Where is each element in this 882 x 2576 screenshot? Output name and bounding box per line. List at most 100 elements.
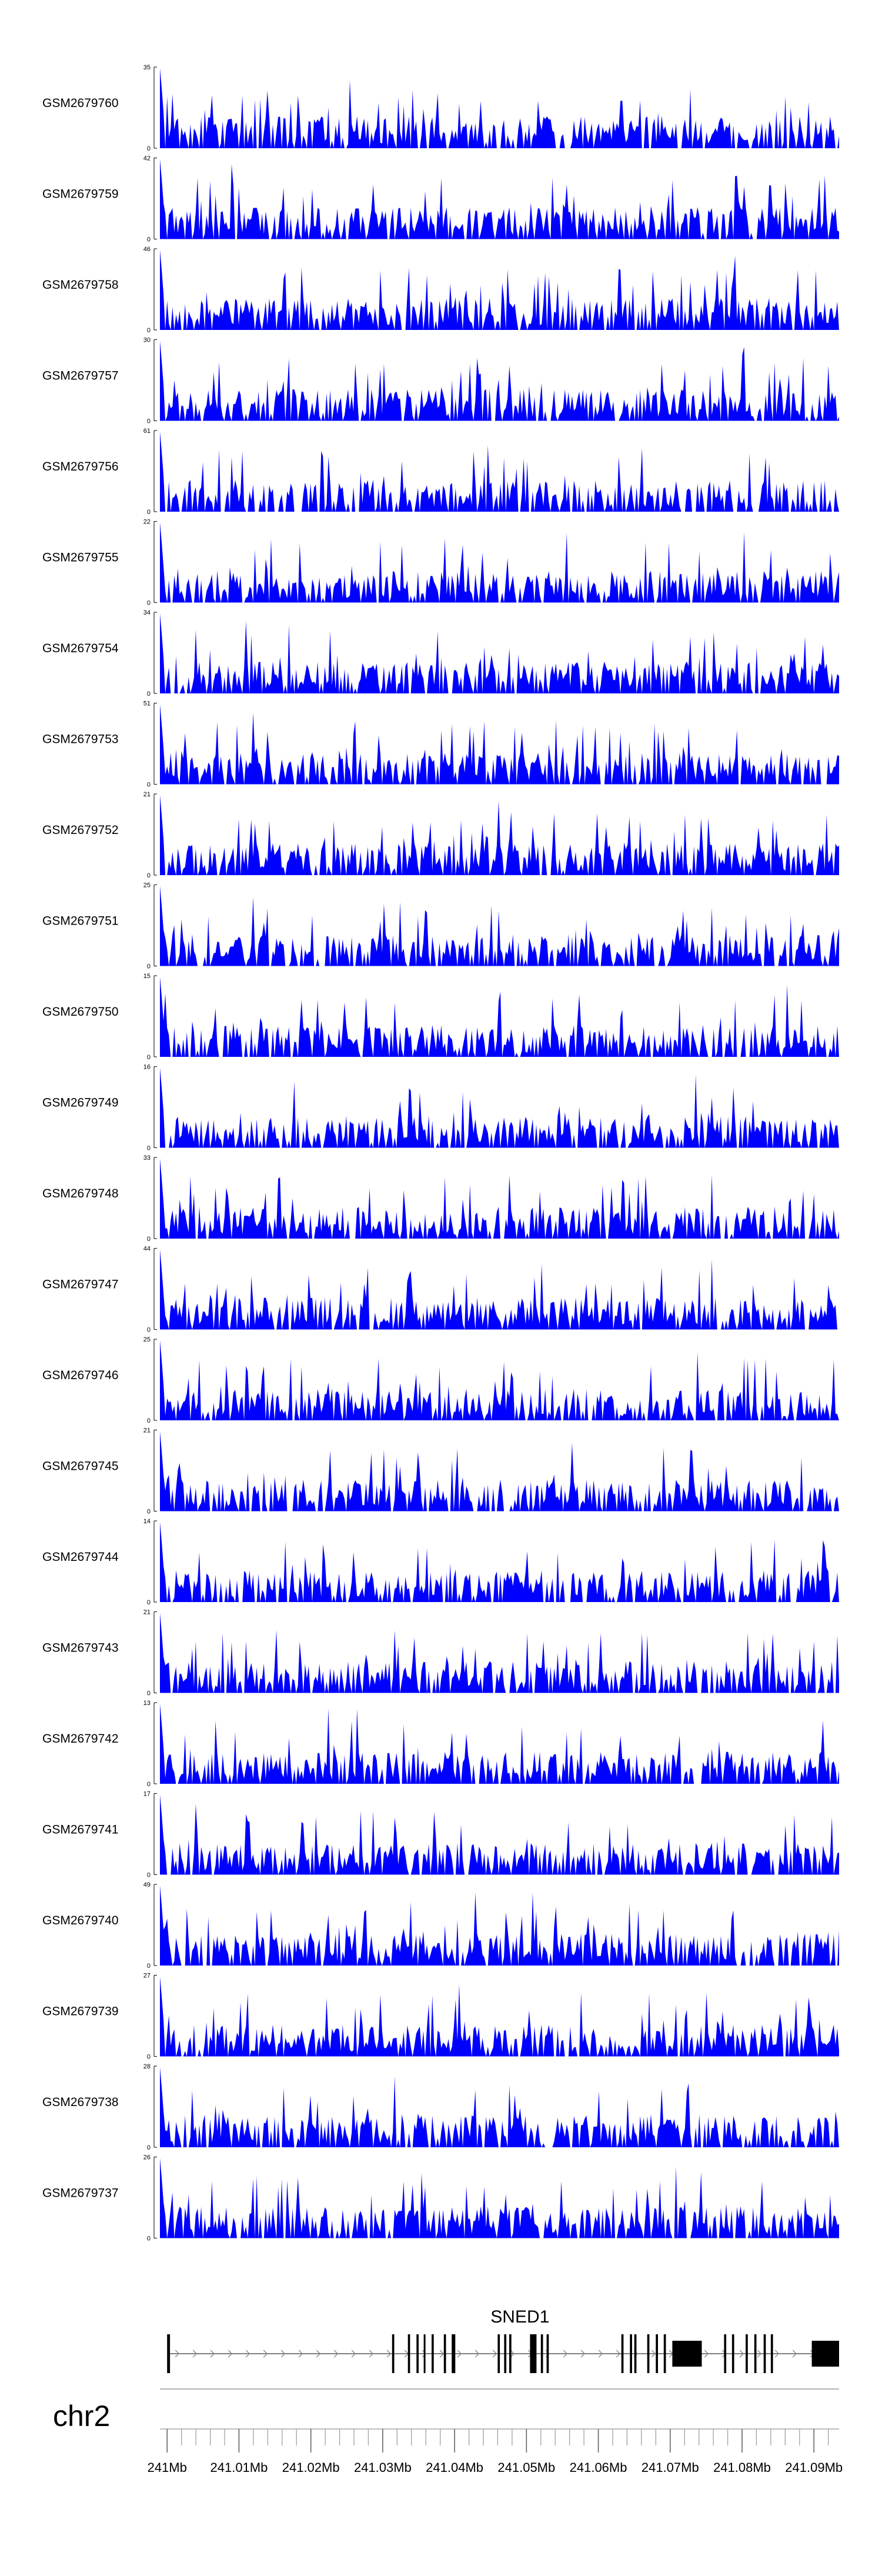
coverage-area: [160, 522, 839, 603]
coverage-area: [160, 1431, 839, 1511]
track-label: GSM2679757: [42, 369, 119, 383]
y-max-label: 35: [143, 64, 151, 71]
coverage-track: GSM2679753 51 0: [42, 700, 839, 789]
y-min-label: 0: [147, 327, 151, 334]
coverage-track: GSM2679750 15 0: [42, 973, 839, 1061]
exon: [634, 2334, 637, 2373]
y-min-label: 0: [147, 1781, 151, 1788]
track-label: GSM2679745: [42, 1460, 119, 1473]
y-max-label: 26: [143, 2154, 151, 2161]
strand-chevron: [386, 2350, 392, 2358]
coverage-track: GSM2679744 14 0: [42, 1518, 839, 1606]
strand-chevron: [228, 2350, 233, 2358]
exon: [392, 2334, 395, 2373]
coverage-area: [160, 613, 839, 693]
y-min-label: 0: [147, 2144, 151, 2151]
exon: [407, 2334, 410, 2373]
y-min-label: 0: [147, 236, 151, 243]
strand-chevron: [792, 2350, 797, 2358]
strand-chevron: [704, 2350, 709, 2358]
strand-chevron: [175, 2350, 180, 2358]
y-min-label: 0: [147, 1963, 151, 1970]
track-label: GSM2679751: [42, 915, 119, 928]
track-label: GSM2679738: [42, 2095, 119, 2109]
y-max-label: 27: [143, 1973, 151, 1980]
exon: [647, 2334, 650, 2373]
coverage-track: GSM2679755 22 0: [42, 519, 839, 607]
exon: [621, 2334, 624, 2373]
y-max-label: 42: [143, 155, 151, 162]
exon: [546, 2334, 549, 2373]
strand-chevron: [598, 2350, 603, 2358]
coverage-track: GSM2679748 33 0: [42, 1154, 839, 1243]
y-min-label: 0: [147, 1327, 151, 1334]
track-label: GSM2679737: [42, 2187, 119, 2200]
coverage-area: [160, 704, 839, 785]
coverage-track: GSM2679745 21 0: [42, 1427, 839, 1516]
y-min-label: 0: [147, 1236, 151, 1243]
y-min-label: 0: [147, 782, 151, 789]
coverage-track: GSM2679741 17 0: [42, 1791, 839, 1879]
track-label: GSM2679750: [42, 1005, 119, 1019]
y-max-label: 17: [143, 1791, 151, 1798]
coverage-area: [160, 1886, 839, 1966]
exon: [540, 2334, 543, 2373]
y-max-label: 49: [143, 1881, 151, 1888]
exon: [423, 2334, 426, 2373]
track-label: GSM2679744: [42, 1550, 119, 1564]
coverage-area: [160, 1794, 839, 1875]
y-min-label: 0: [147, 1054, 151, 1061]
track-label: GSM2679748: [42, 1187, 119, 1200]
coverage-area: [160, 1704, 839, 1784]
coverage-area: [160, 886, 839, 966]
y-max-label: 13: [143, 1700, 151, 1707]
track-label: GSM2679743: [42, 1641, 119, 1655]
coverage-area: [160, 159, 839, 239]
x-tick-label: 241Mb: [148, 2460, 187, 2475]
exon: [754, 2334, 757, 2373]
coverage-track: GSM2679742 13 0: [42, 1700, 839, 1788]
coverage-area: [160, 1249, 839, 1330]
y-max-label: 61: [143, 428, 151, 435]
exon: [504, 2334, 507, 2373]
exon: [770, 2334, 773, 2373]
coverage-track: GSM2679739 27 0: [42, 1973, 839, 2061]
strand-chevron: [492, 2350, 497, 2358]
y-max-label: 21: [143, 1427, 151, 1434]
y-max-label: 25: [143, 882, 151, 889]
strand-chevron: [192, 2350, 198, 2358]
y-min-label: 0: [147, 963, 151, 970]
strand-chevron: [245, 2350, 250, 2358]
strand-chevron: [263, 2350, 268, 2358]
y-max-label: 28: [143, 2063, 151, 2070]
coverage-track: GSM2679738 28 0: [42, 2063, 839, 2151]
y-max-label: 21: [143, 1609, 151, 1616]
track-label: GSM2679740: [42, 1914, 119, 1927]
coverage-track: GSM2679759 42 0: [42, 155, 839, 243]
strand-chevron: [774, 2350, 780, 2358]
track-label: GSM2679749: [42, 1096, 119, 1110]
strand-chevron: [457, 2350, 462, 2358]
genome-axis: chr2 241Mb 241.01Mb 241.02Mb 241.03Mb 241.04…: [53, 2388, 843, 2475]
y-max-label: 33: [143, 1154, 151, 1162]
x-tick-label: 241.05Mb: [497, 2460, 555, 2475]
exon: [811, 2341, 839, 2367]
y-min-label: 0: [147, 1599, 151, 1606]
track-label: GSM2679755: [42, 551, 119, 565]
x-tick-label: 241.09Mb: [785, 2460, 843, 2475]
track-label: GSM2679753: [42, 733, 119, 746]
y-min-label: 0: [147, 1417, 151, 1424]
coverage-area: [160, 795, 839, 875]
exon: [416, 2334, 419, 2373]
strand-chevron: [369, 2350, 374, 2358]
x-tick-label: 241.07Mb: [642, 2460, 699, 2475]
exon: [443, 2334, 446, 2373]
y-min-label: 0: [147, 509, 151, 516]
x-tick-label: 241.03Mb: [354, 2460, 412, 2475]
exon: [672, 2341, 702, 2367]
coverage-track: GSM2679760 35 0: [42, 64, 839, 152]
exon: [731, 2334, 734, 2373]
coverage-track: GSM2679752 21 0: [42, 791, 839, 879]
exon: [509, 2334, 512, 2373]
